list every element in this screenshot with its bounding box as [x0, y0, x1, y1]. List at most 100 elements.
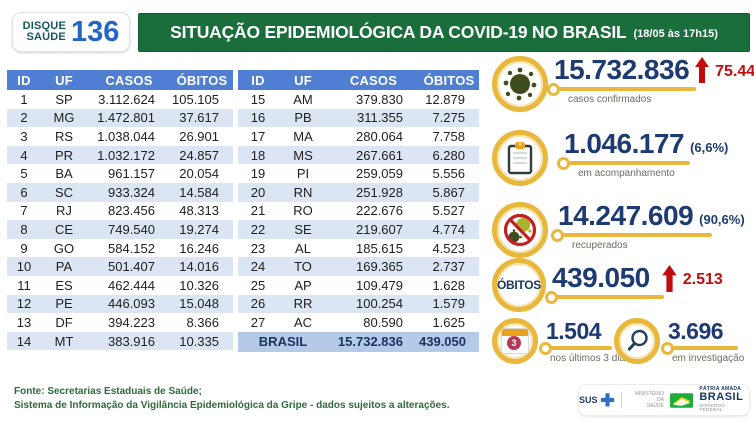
cell-id: 11: [17, 277, 31, 293]
table-body-right: 15 AM 379.830 12.879 16 PB 311.355 7.275…: [238, 90, 479, 332]
table-row: 15 AM 379.830 12.879: [238, 90, 479, 109]
cell-obitos: 10.326: [179, 277, 219, 293]
page-title: SITUAÇÃO EPIDEMIOLÓGICA DA COVID-19 NO B…: [170, 22, 627, 42]
cell-id: 5: [20, 166, 28, 182]
table-row: 10 PA 501.407 14.016: [7, 257, 233, 276]
cell-id: 2: [20, 110, 28, 126]
recovered-pct: (90,6%): [699, 211, 745, 227]
cell-obitos: 5.527: [432, 203, 465, 219]
cell-id: 1: [20, 91, 28, 107]
cell-uf: RJ: [56, 203, 72, 219]
table-row: 26 RR 100.254 1.579: [238, 294, 479, 314]
rule-ring: [547, 83, 560, 96]
cell-casos: 280.064: [356, 128, 403, 144]
cell-obitos: 1.628: [432, 277, 465, 293]
table-states-right: ID UF CASOS ÓBITOS 15 AM 379.830 12.879 …: [238, 70, 479, 352]
rule-ring: [661, 342, 674, 355]
cell-casos: 961.157: [108, 166, 155, 182]
monitoring-value: 1.046.177: [564, 128, 685, 159]
cell-casos: 219.607: [356, 221, 403, 237]
table-row: 20 RN 251.928 5.867: [238, 182, 479, 202]
governo-label: GOVERNO FEDERAL: [699, 402, 726, 413]
cell-uf: BA: [55, 166, 73, 182]
cell-casos: 251.928: [356, 184, 403, 200]
gold-rule: [661, 342, 738, 355]
brasil-total-row: BRASIL 15.732.836 439.050: [238, 331, 479, 352]
confirmed-label: casos confirmados: [568, 94, 652, 105]
table-row: 1 SP 3.112.624 105.105: [7, 90, 233, 109]
header-row: ID UF CASOS ÓBITOS: [238, 70, 479, 90]
table-row: 21 RO 222.676 5.527: [238, 202, 479, 221]
gold-rule: [551, 229, 712, 242]
header-row: ID UF CASOS ÓBITOS: [7, 70, 233, 90]
col-obitos: ÓBITOS: [171, 70, 233, 90]
cell-casos: 446.093: [108, 296, 155, 312]
logo-number-136: 136: [70, 15, 120, 48]
cell-uf: PE: [55, 296, 73, 312]
table-header: ID UF CASOS ÓBITOS: [7, 70, 233, 90]
stat-monitoring: 1.046.177 (6,6%) em acompanhamento: [492, 130, 728, 186]
cell-id: 20: [250, 184, 266, 200]
deaths-delta: 2.513: [682, 271, 723, 288]
stat-recovered: 14.247.609 (90,6%) recuperados: [492, 202, 745, 258]
cell-casos: 3.112.624: [98, 91, 155, 107]
cell-uf: MG: [53, 110, 75, 126]
total-label: BRASIL: [258, 334, 308, 350]
cell-uf: AP: [294, 277, 312, 293]
cell-uf: MS: [293, 147, 313, 163]
calendar-3-icon: 3: [492, 318, 538, 364]
investigation-value: 3.696: [668, 318, 724, 344]
cell-obitos: 6.280: [432, 147, 465, 163]
cell-uf: AM: [293, 91, 313, 107]
arrow-up-icon: [695, 57, 710, 83]
cell-obitos: 16.246: [179, 240, 219, 256]
logo-line1: DISQUE: [22, 20, 66, 32]
cell-obitos: 37.617: [179, 110, 219, 126]
cell-casos: 1.032.172: [97, 147, 155, 163]
obitos-badge: ÓBITOS: [492, 258, 546, 312]
cell-obitos: 1.579: [432, 296, 465, 312]
sus-logo: SUS: [579, 392, 615, 408]
col-obitos: ÓBITOS: [419, 70, 479, 90]
stat-investigation: 3.696 em investigação: [614, 318, 744, 364]
table-row: 24 TO 169.365 2.737: [238, 257, 479, 276]
table-states-left: ID UF CASOS ÓBITOS 1 SP 3.112.624 105.10…: [7, 70, 233, 351]
government-logos: SUS MINISTÉRIO DA SAÚDE PÁTRIA AMADA BRA…: [578, 384, 750, 416]
cell-uf: PA: [55, 259, 73, 275]
cell-id: 17: [250, 128, 266, 144]
cell-id: 23: [250, 240, 266, 256]
logo-divider: [620, 392, 622, 408]
deaths-value: 439.050: [552, 262, 650, 293]
cell-id: 16: [250, 110, 266, 126]
cell-uf: AL: [295, 240, 311, 256]
table-row: 25 AP 109.479 1.628: [238, 276, 479, 295]
stat-last-3-days: 3 1.504 nos últimos 3 dias: [492, 318, 630, 364]
cell-casos: 222.676: [356, 203, 403, 219]
gold-rule: [547, 83, 696, 96]
cell-id: 27: [250, 314, 266, 330]
cell-obitos: 24.857: [179, 147, 219, 163]
cell-obitos: 5.867: [432, 184, 465, 200]
sus-label: SUS: [579, 395, 598, 405]
table-row: 9 GO 584.152 16.246: [7, 239, 233, 258]
cell-casos: 109.479: [356, 277, 403, 293]
rule-ring: [551, 229, 564, 242]
cell-obitos: 4.523: [432, 240, 465, 256]
cell-id: 6: [20, 184, 28, 200]
brazil-flag-icon: [670, 392, 694, 408]
cell-obitos: 12.879: [425, 91, 465, 107]
cell-uf: DF: [55, 314, 73, 330]
stat-deaths: ÓBITOS 439.050 2.513: [492, 258, 723, 312]
cell-obitos: 1.625: [432, 314, 465, 330]
table-row: 11 ES 462.444 10.326: [7, 276, 233, 295]
total-obitos: 439.050: [419, 334, 466, 350]
table-row: 14 MT 383.916 10.335: [7, 331, 233, 351]
cell-id: 18: [250, 147, 266, 163]
cell-casos: 749.540: [108, 221, 155, 237]
cell-casos: 933.324: [108, 184, 155, 200]
cell-id: 13: [16, 314, 32, 330]
cell-obitos: 2.737: [432, 259, 465, 275]
cell-uf: RS: [54, 128, 74, 144]
cell-uf: PI: [296, 166, 310, 182]
cell-uf: TO: [294, 259, 312, 275]
